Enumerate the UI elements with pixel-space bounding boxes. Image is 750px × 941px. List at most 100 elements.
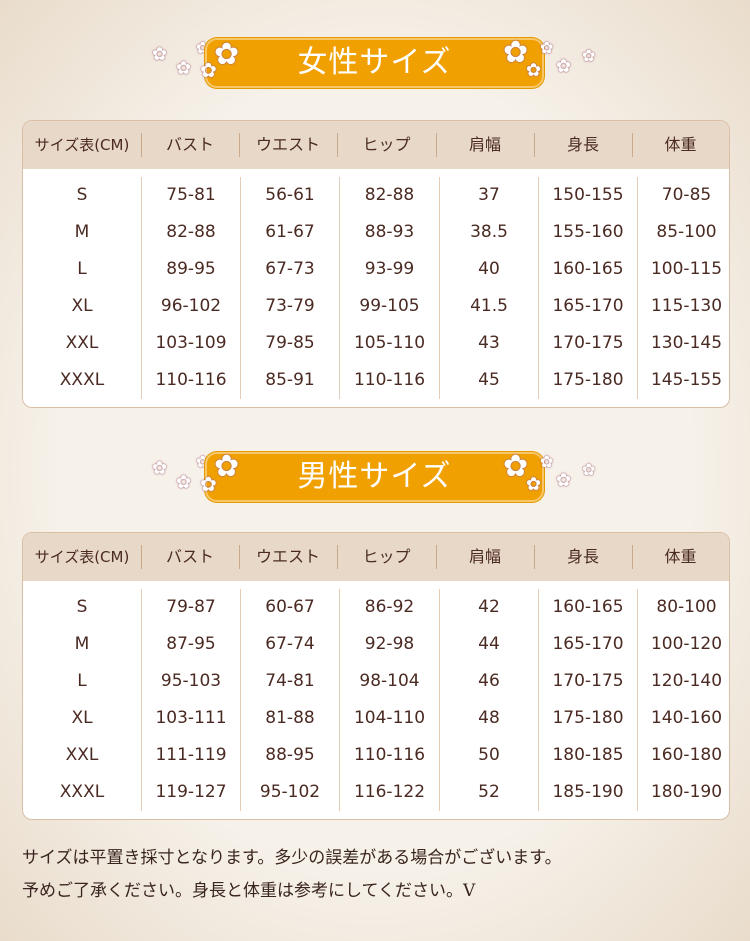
table-cell: 70-85 [637, 177, 729, 214]
table-cell: 80-100 [637, 589, 729, 626]
table-cell: 155-160 [538, 214, 637, 251]
table-cell: 85-100 [637, 214, 729, 251]
table-cell: 111-119 [141, 737, 240, 774]
table-cell: 60-67 [240, 589, 339, 626]
table-cell: 130-145 [637, 325, 729, 362]
table-cell: 82-88 [141, 214, 240, 251]
table-cell: 100-120 [637, 626, 729, 663]
women-size-table: サイズ表(CM) バスト ウエスト ヒップ 肩幅 身長 体重 S 75-81 56-61 82-88… [22, 120, 730, 408]
table-cell: 92-98 [339, 626, 439, 663]
column-header: 肩幅 [436, 121, 534, 169]
size-label-cell: XXL [65, 333, 99, 353]
table-cell: 73-79 [240, 288, 339, 325]
flower-icon: ✿ [152, 458, 168, 479]
table-body: S 79-87 60-67 86-92 42 160-165 80-100 M 87-95 67-… [23, 581, 729, 819]
table-row: L 95-103 74-81 98-104 46 170-175 120-140 [23, 663, 729, 700]
table-header: サイズ表(CM) バスト ウエスト ヒップ 肩幅 身長 体重 [23, 533, 729, 581]
flower-icon: ✿ [503, 449, 529, 484]
size-label-cell: S [76, 597, 88, 617]
flower-icon: ✿ [556, 470, 572, 491]
column-header: 肩幅 [436, 533, 534, 581]
table-cell: 93-99 [339, 251, 439, 288]
table-cell: 52 [439, 774, 538, 811]
table-cell: 67-74 [240, 626, 339, 663]
column-header: ヒップ [337, 533, 436, 581]
table-cell: 40 [439, 251, 538, 288]
flower-icon: ✿ [214, 37, 240, 72]
flower-icon: ✿ [582, 46, 596, 65]
flower-icon: ✿ [214, 449, 240, 484]
table-row: S 79-87 60-67 86-92 42 160-165 80-100 [23, 589, 729, 626]
flower-icon: ✿ [176, 58, 192, 79]
column-header: 身長 [534, 533, 632, 581]
table-cell: 88-95 [240, 737, 339, 774]
table-cell: 46 [439, 663, 538, 700]
size-label-cell: M [74, 222, 90, 242]
table-cell: 119-127 [141, 774, 240, 811]
column-header: バスト [141, 121, 239, 169]
table-cell: 98-104 [339, 663, 439, 700]
table-cell: 140-160 [637, 700, 729, 737]
table-cell: 175-180 [538, 362, 637, 399]
size-label-cell: S [76, 185, 88, 205]
table-cell: 180-185 [538, 737, 637, 774]
table-cell: 150-155 [538, 177, 637, 214]
table-cell: 79-85 [240, 325, 339, 362]
table-cell: 175-180 [538, 700, 637, 737]
size-label-cell: XXL [65, 745, 99, 765]
size-label-cell: L [77, 259, 87, 279]
table-cell: 86-92 [339, 589, 439, 626]
table-row: M 87-95 67-74 92-98 44 165-170 100-120 [23, 626, 729, 663]
table-cell: 75-81 [141, 177, 240, 214]
table-row: XXL 111-119 88-95 110-116 50 180-185 160-180 [23, 737, 729, 774]
men-size-title: 男性サイズ [205, 452, 544, 502]
column-header: ヒップ [337, 121, 436, 169]
flower-icon: ✿ [200, 472, 217, 496]
table-cell: 170-175 [538, 325, 637, 362]
table-body: S 75-81 56-61 82-88 37 150-155 70-85 M 82-88 61-6… [23, 169, 729, 407]
column-header: サイズ表(CM) [34, 548, 130, 566]
table-cell: 44 [439, 626, 538, 663]
column-header: 体重 [632, 121, 729, 169]
flower-icon: ✿ [503, 35, 529, 70]
size-label-cell: XL [71, 708, 93, 728]
flower-icon: ✿ [556, 56, 572, 77]
table-cell: 104-110 [339, 700, 439, 737]
table-cell: 165-170 [538, 288, 637, 325]
table-cell: 42 [439, 589, 538, 626]
table-cell: 79-87 [141, 589, 240, 626]
table-cell: 160-180 [637, 737, 729, 774]
table-cell: 88-93 [339, 214, 439, 251]
table-row: M 82-88 61-67 88-93 38.5 155-160 85-100 [23, 214, 729, 251]
note-line-2: 予めご了承ください。身長と体重は参考にしてください。V [22, 881, 476, 901]
flower-icon: ✿ [526, 474, 542, 495]
flower-icon: ✿ [540, 452, 554, 471]
table-cell: 38.5 [439, 214, 538, 251]
table-cell: 89-95 [141, 251, 240, 288]
size-label-cell: M [74, 634, 90, 654]
men-size-table: サイズ表(CM) バスト ウエスト ヒップ 肩幅 身長 体重 S 79-87 60-67 86-92… [22, 532, 730, 820]
table-cell: 61-67 [240, 214, 339, 251]
table-cell: 103-109 [141, 325, 240, 362]
table-cell: 95-103 [141, 663, 240, 700]
table-cell: 170-175 [538, 663, 637, 700]
table-cell: 116-122 [339, 774, 439, 811]
table-row: S 75-81 56-61 82-88 37 150-155 70-85 [23, 177, 729, 214]
table-cell: 105-110 [339, 325, 439, 362]
table-row: XL 96-102 73-79 99-105 41.5 165-170 115-130 [23, 288, 729, 325]
table-cell: 67-73 [240, 251, 339, 288]
table-cell: 82-88 [339, 177, 439, 214]
table-cell: 165-170 [538, 626, 637, 663]
size-label-cell: XL [71, 296, 93, 316]
column-header: サイズ表(CM) [34, 136, 130, 154]
table-cell: 110-116 [141, 362, 240, 399]
table-cell: 120-140 [637, 663, 729, 700]
table-cell: 96-102 [141, 288, 240, 325]
table-cell: 103-111 [141, 700, 240, 737]
column-header: ウエスト [239, 533, 337, 581]
flower-icon: ✿ [176, 472, 192, 493]
flower-icon: ✿ [152, 44, 168, 65]
table-cell: 48 [439, 700, 538, 737]
table-cell: 145-155 [637, 362, 729, 399]
table-cell: 85-91 [240, 362, 339, 399]
